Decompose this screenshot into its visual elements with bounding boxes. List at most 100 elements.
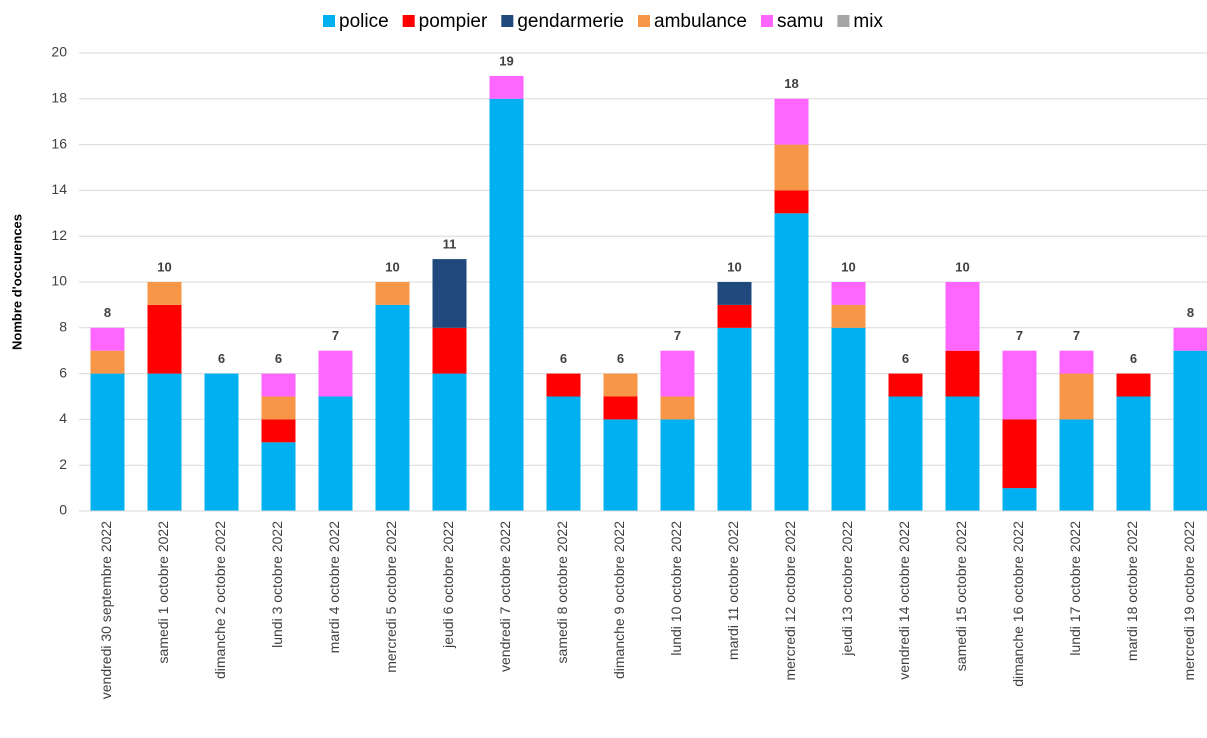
bar-segment bbox=[1116, 373, 1151, 397]
total-label: 10 bbox=[157, 259, 171, 274]
y-tick-label: 12 bbox=[51, 227, 67, 243]
bar-segment bbox=[147, 282, 182, 305]
total-label: 6 bbox=[275, 351, 282, 366]
x-tick-label: vendredi 14 octobre 2022 bbox=[896, 521, 912, 680]
total-label: 18 bbox=[784, 76, 798, 91]
total-label: 10 bbox=[955, 259, 969, 274]
bar-segment bbox=[546, 373, 581, 397]
bar-segment bbox=[261, 419, 296, 443]
x-tick-label: samedi 1 octobre 2022 bbox=[155, 521, 171, 664]
x-tick-label: mercredi 5 octobre 2022 bbox=[383, 521, 399, 673]
x-tick-label: mardi 4 octobre 2022 bbox=[326, 521, 342, 654]
legend-swatch bbox=[760, 15, 773, 27]
x-tick-label: vendredi 30 septembre 2022 bbox=[98, 521, 114, 699]
total-label: 7 bbox=[674, 328, 681, 343]
y-tick-label: 20 bbox=[51, 44, 67, 60]
bar-segment bbox=[945, 282, 980, 351]
bar-segment bbox=[603, 373, 638, 397]
x-tick-label: mercredi 12 octobre 2022 bbox=[782, 521, 798, 681]
bar-segment bbox=[546, 396, 581, 511]
bar-segment bbox=[660, 350, 695, 397]
total-label: 8 bbox=[1187, 305, 1194, 320]
bar-segment bbox=[261, 442, 296, 511]
bar-segment bbox=[1116, 396, 1151, 511]
bar-segment bbox=[204, 373, 239, 511]
y-tick-label: 2 bbox=[59, 456, 67, 472]
bar-segment bbox=[90, 327, 125, 351]
x-tick-label: mardi 11 octobre 2022 bbox=[725, 521, 741, 660]
bar-segment bbox=[660, 419, 695, 511]
bar-segment bbox=[1059, 350, 1094, 374]
bar-segment bbox=[261, 396, 296, 420]
total-label: 10 bbox=[727, 259, 741, 274]
y-axis-title: Nombre d'occurences bbox=[9, 214, 24, 350]
y-tick-label: 18 bbox=[51, 90, 67, 106]
bar-segment bbox=[831, 282, 866, 305]
legend: police pompier gendarmerie ambulance samu mix bbox=[323, 11, 883, 32]
bar-segment bbox=[1002, 488, 1037, 511]
bar-segment bbox=[603, 419, 638, 511]
x-tick-label: vendredi 7 octobre 2022 bbox=[497, 521, 513, 672]
bar-segment bbox=[831, 327, 866, 511]
bar-segment bbox=[1173, 327, 1207, 351]
bar-segment bbox=[147, 373, 182, 511]
bar-segment bbox=[375, 304, 410, 511]
y-tick-label: 6 bbox=[59, 364, 67, 380]
bar-segment bbox=[717, 327, 752, 511]
bar-segment bbox=[1002, 419, 1037, 489]
x-tick-label: lundi 17 octobre 2022 bbox=[1067, 521, 1083, 656]
x-tick-label: lundi 10 octobre 2022 bbox=[668, 521, 684, 656]
x-tick-label: mercredi 19 octobre 2022 bbox=[1181, 521, 1197, 681]
x-tick-label: dimanche 2 octobre 2022 bbox=[212, 521, 228, 679]
bar-segment bbox=[432, 373, 467, 511]
total-label: 6 bbox=[902, 351, 909, 366]
x-tick-label: samedi 15 octobre 2022 bbox=[953, 521, 969, 671]
bar-segment bbox=[1002, 350, 1037, 420]
bar-segment bbox=[318, 350, 353, 397]
bar-segment bbox=[888, 373, 923, 397]
legend-label: samu bbox=[777, 11, 823, 32]
total-label: 10 bbox=[385, 259, 399, 274]
bar-segment bbox=[603, 396, 638, 420]
bar-segment bbox=[375, 282, 410, 305]
y-tick-label: 8 bbox=[59, 319, 67, 335]
bar-segment bbox=[717, 304, 752, 328]
bar-segment bbox=[774, 213, 809, 512]
bar-segment bbox=[318, 396, 353, 511]
total-label: 19 bbox=[499, 53, 513, 68]
bar-segment bbox=[261, 373, 296, 397]
x-tick-label: dimanche 16 octobre 2022 bbox=[1010, 521, 1026, 687]
total-label: 6 bbox=[560, 351, 567, 366]
legend-label: police bbox=[339, 11, 389, 32]
bar-segment bbox=[147, 304, 182, 374]
x-tick-label: jeudi 13 octobre 2022 bbox=[839, 521, 855, 657]
bar-segment bbox=[90, 373, 125, 511]
bar-segment bbox=[774, 190, 809, 214]
total-label: 6 bbox=[617, 351, 624, 366]
y-tick-label: 16 bbox=[51, 135, 67, 151]
bar-segment bbox=[717, 282, 752, 305]
total-label: 6 bbox=[1130, 351, 1137, 366]
legend-label: pompier bbox=[419, 11, 488, 32]
total-label: 11 bbox=[443, 237, 457, 252]
legend-swatch bbox=[402, 15, 415, 27]
bar-segment bbox=[660, 396, 695, 420]
y-tick-label: 14 bbox=[51, 181, 67, 197]
legend-label: gendarmerie bbox=[517, 11, 624, 32]
total-label: 8 bbox=[104, 305, 111, 320]
bar-segment bbox=[831, 304, 866, 328]
total-label: 7 bbox=[332, 328, 339, 343]
bar-segment bbox=[432, 327, 467, 374]
x-tick-label: samedi 8 octobre 2022 bbox=[554, 521, 570, 664]
legend-swatch bbox=[638, 15, 650, 27]
y-tick-label: 10 bbox=[51, 273, 67, 289]
total-label: 10 bbox=[841, 259, 855, 274]
total-label: 6 bbox=[218, 351, 225, 366]
bar-segment bbox=[1059, 419, 1094, 511]
bar-segment bbox=[489, 75, 524, 99]
y-tick-label: 4 bbox=[59, 410, 67, 426]
bar-segment bbox=[774, 144, 809, 191]
legend-swatch bbox=[323, 15, 336, 27]
legend-label: ambulance bbox=[654, 11, 747, 32]
